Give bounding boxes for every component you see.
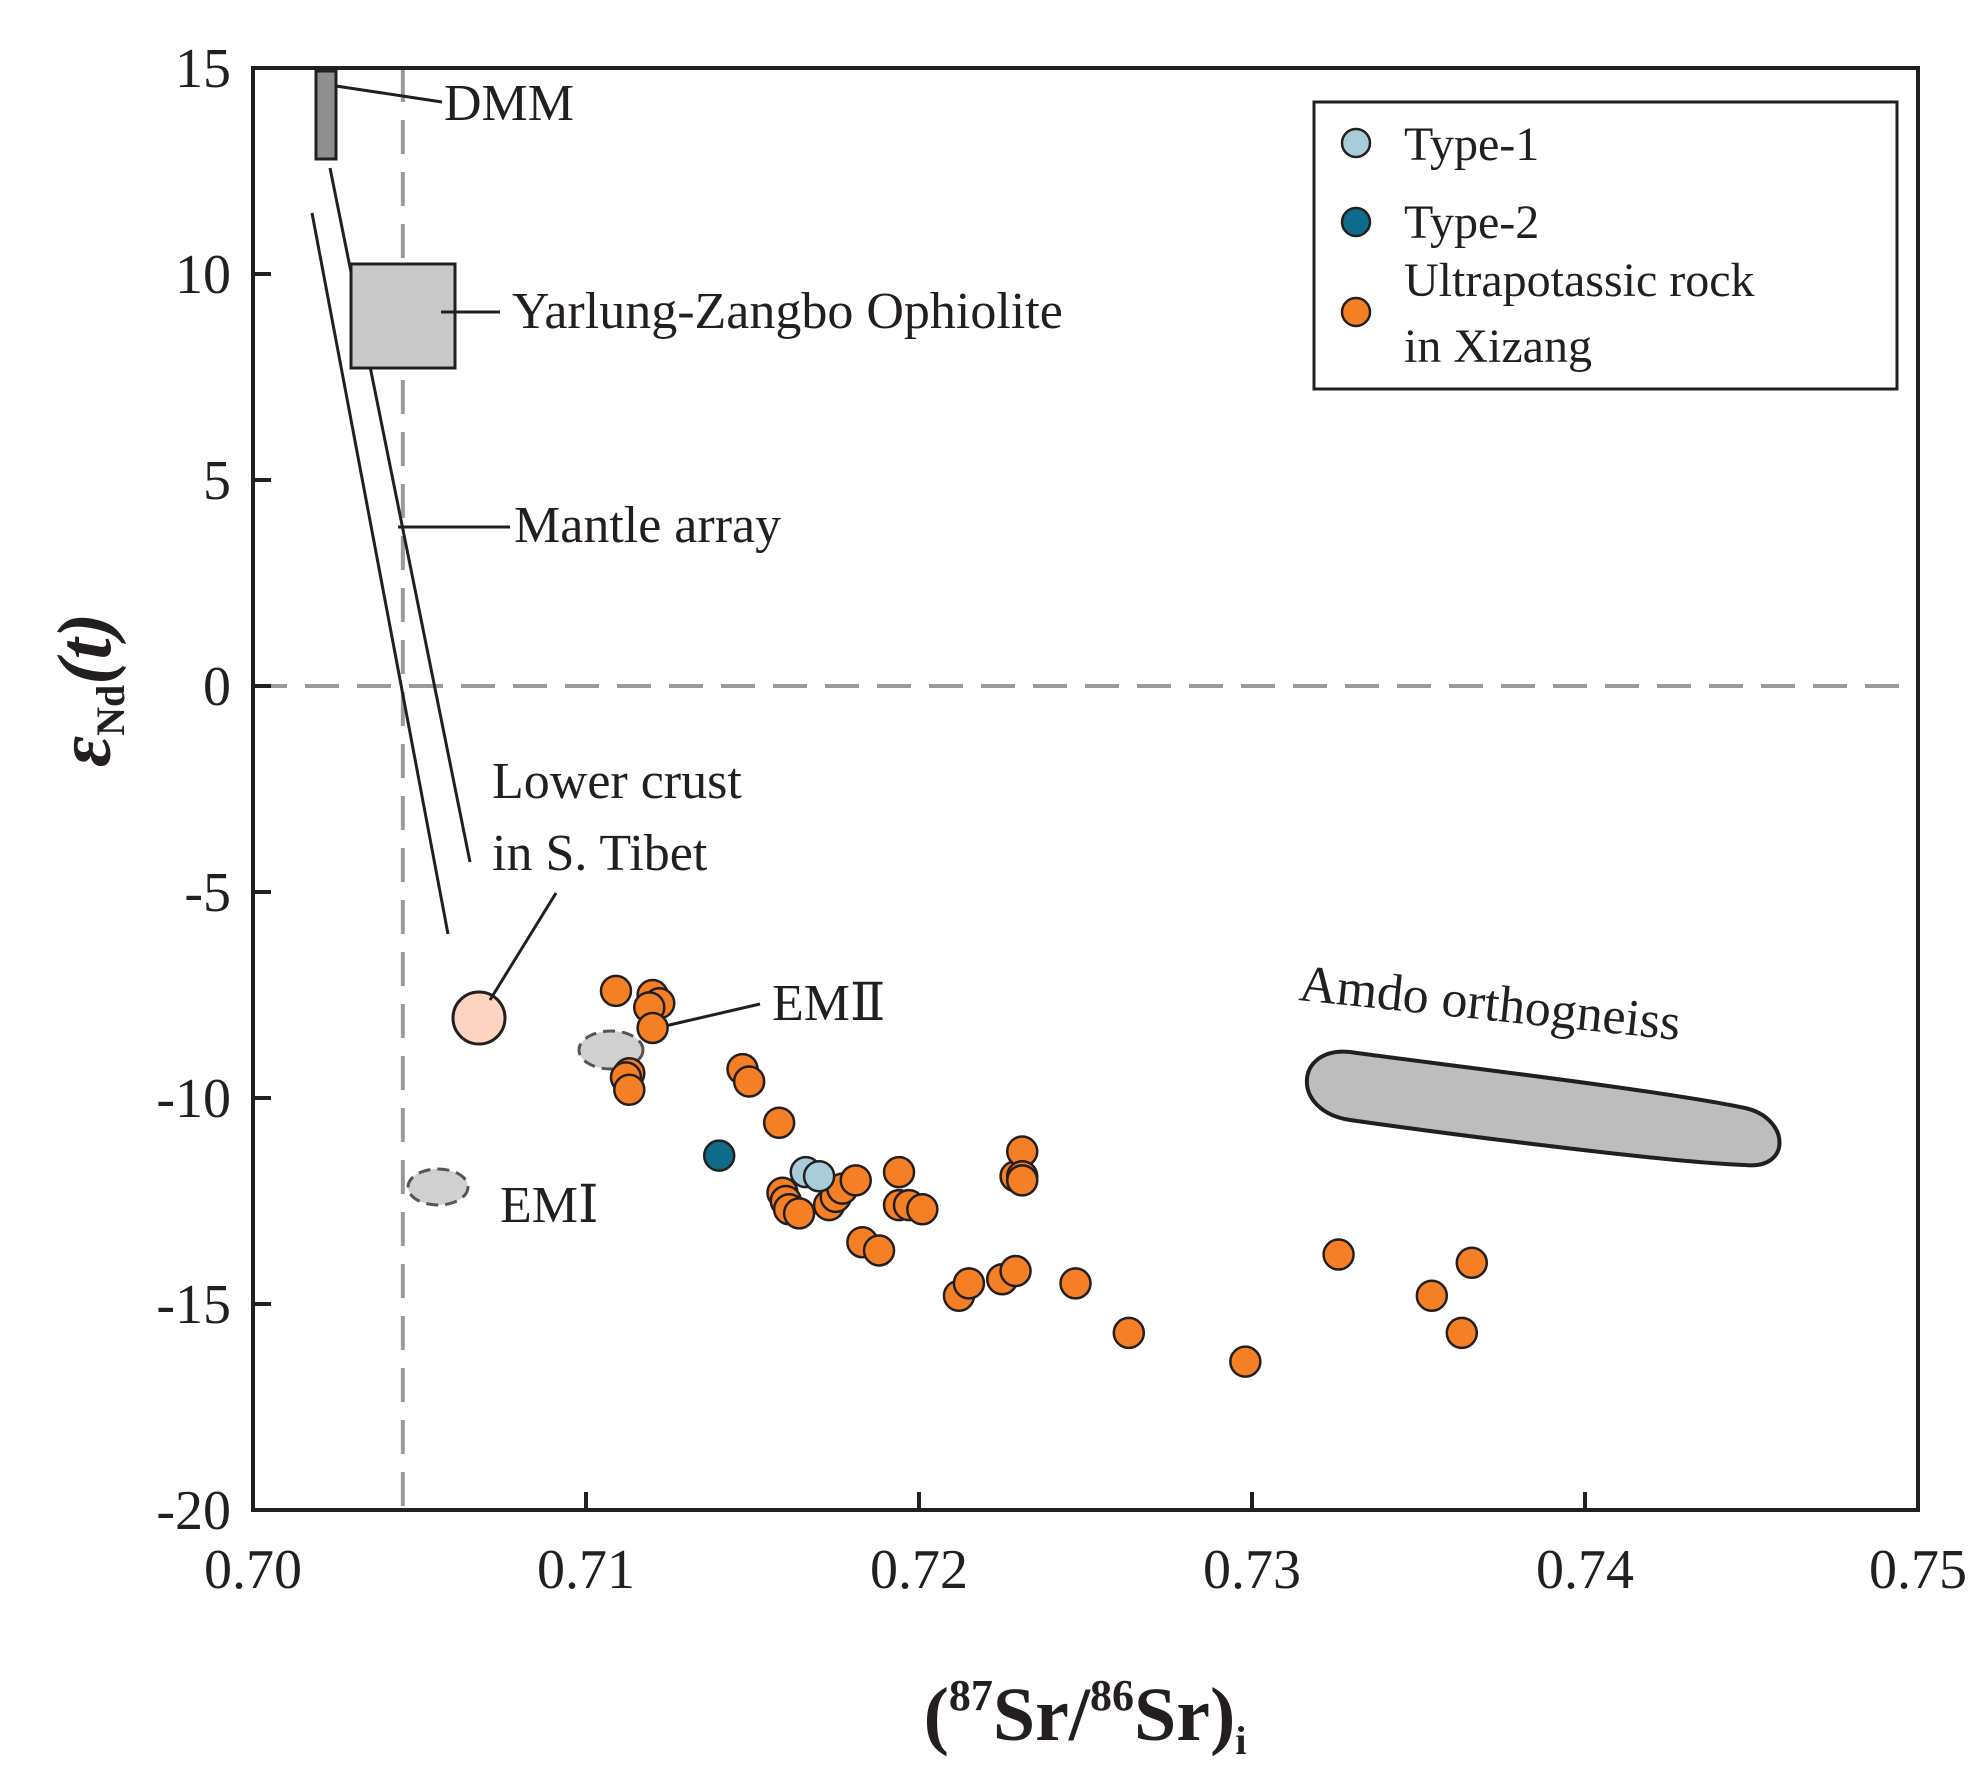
legend-ultrapotassic-label-line2: in Xizang <box>1404 320 1592 373</box>
x-tick-label: 0.73 <box>1203 1539 1301 1601</box>
legend-type2-label: Type-2 <box>1404 196 1539 249</box>
point-ultrapotassic-rock-in-xizang <box>839 1164 872 1197</box>
ophiolite-label: Yarlung-Zangbo Ophiolite <box>512 283 1063 340</box>
y-tick-label: 0 <box>203 656 231 718</box>
legend-ultrapotassic-marker <box>1340 296 1372 328</box>
amdo-orthogneiss-field <box>1304 1049 1782 1168</box>
point-ultrapotassic-rock-in-xizang <box>1112 1316 1146 1350</box>
point-ultrapotassic-rock-in-xizang <box>1455 1246 1489 1280</box>
legend-type1-label: Type-1 <box>1404 118 1539 171</box>
point-type-2 <box>702 1139 736 1172</box>
y-axis-title: εNd(t) <box>43 613 133 767</box>
point-ultrapotassic-rock-in-xizang <box>862 1234 896 1267</box>
legend-ultrapotassic-label-line1: Ultrapotassic rock <box>1404 254 1755 307</box>
x-tick-label: 0.70 <box>204 1539 302 1601</box>
em1-label: EMⅠ <box>500 1177 599 1234</box>
point-ultrapotassic-rock-in-xizang <box>999 1254 1032 1288</box>
point-type-1 <box>802 1160 836 1193</box>
lower-crust-leader <box>488 892 558 1001</box>
mantle-array-lower-line <box>310 212 450 935</box>
point-ultrapotassic-rock-in-xizang <box>952 1267 986 1300</box>
lower-crust-label-line2: in S. Tibet <box>492 825 708 882</box>
y-tick-label: 15 <box>175 38 231 100</box>
x-axis-ticks: 0.70 0.71 0.72 0.73 0.74 0.75 <box>204 1492 1967 1601</box>
dmm-leader <box>335 84 443 104</box>
dmm-box <box>314 69 338 161</box>
point-ultrapotassic-rock-in-xizang <box>599 974 633 1008</box>
amdo-orthogneiss-label: Amdo orthogneiss <box>1297 955 1684 1052</box>
data-points <box>599 974 1489 1378</box>
legend: Type-1 Type-2 Ultrapotassic rock in Xiza… <box>1312 100 1899 391</box>
em2-leader <box>664 1002 761 1028</box>
x-tick-label: 0.75 <box>1869 1539 1967 1601</box>
point-ultrapotassic-rock-in-xizang <box>1415 1279 1449 1313</box>
dmm-label: DMM <box>444 75 574 132</box>
y-tick-label: -15 <box>156 1274 231 1336</box>
x-tick-label: 0.74 <box>1536 1539 1634 1601</box>
y-tick-label: 5 <box>203 450 231 512</box>
point-ultrapotassic-rock-in-xizang <box>782 1197 816 1230</box>
plot-frame <box>251 66 1920 1512</box>
point-ultrapotassic-rock-in-xizang <box>906 1192 939 1226</box>
x-tick-label: 0.72 <box>870 1539 968 1601</box>
y-axis-ticks: 15 10 5 0 -5 -10 -15 -20 <box>156 38 271 1542</box>
lower-crust-label-line1: Lower crust <box>492 753 742 810</box>
point-ultrapotassic-rock-in-xizang <box>636 1011 669 1045</box>
point-ultrapotassic-rock-in-xizang <box>1229 1345 1262 1378</box>
y-tick-label: -20 <box>156 1480 231 1542</box>
point-ultrapotassic-rock-in-xizang <box>762 1106 796 1139</box>
point-ultrapotassic-rock-in-xizang <box>882 1155 916 1189</box>
point-ultrapotassic-rock-in-xizang <box>1059 1267 1092 1300</box>
em2-label: EMⅡ <box>772 975 885 1032</box>
point-ultrapotassic-rock-in-xizang <box>613 1073 646 1107</box>
ophiolite-box <box>349 262 457 370</box>
em1-field <box>406 1167 470 1207</box>
mantle-array-label: Mantle array <box>514 497 781 554</box>
lower-crust-marker <box>451 990 507 1046</box>
y-tick-label: -10 <box>156 1068 231 1130</box>
y-tick-label: -5 <box>184 862 231 924</box>
point-ultrapotassic-rock-in-xizang <box>1322 1238 1355 1271</box>
point-ultrapotassic-rock-in-xizang <box>1445 1316 1479 1350</box>
point-ultrapotassic-rock-in-xizang <box>732 1065 766 1098</box>
x-tick-label: 0.71 <box>537 1539 635 1601</box>
legend-box <box>1312 100 1899 391</box>
y-tick-label: 10 <box>175 244 231 306</box>
x-axis-title: (87Sr/86Sr)i <box>924 1671 1247 1763</box>
legend-type1-marker <box>1340 127 1372 159</box>
legend-type2-marker <box>1340 206 1372 238</box>
point-ultrapotassic-rock-in-xizang <box>1005 1164 1039 1197</box>
